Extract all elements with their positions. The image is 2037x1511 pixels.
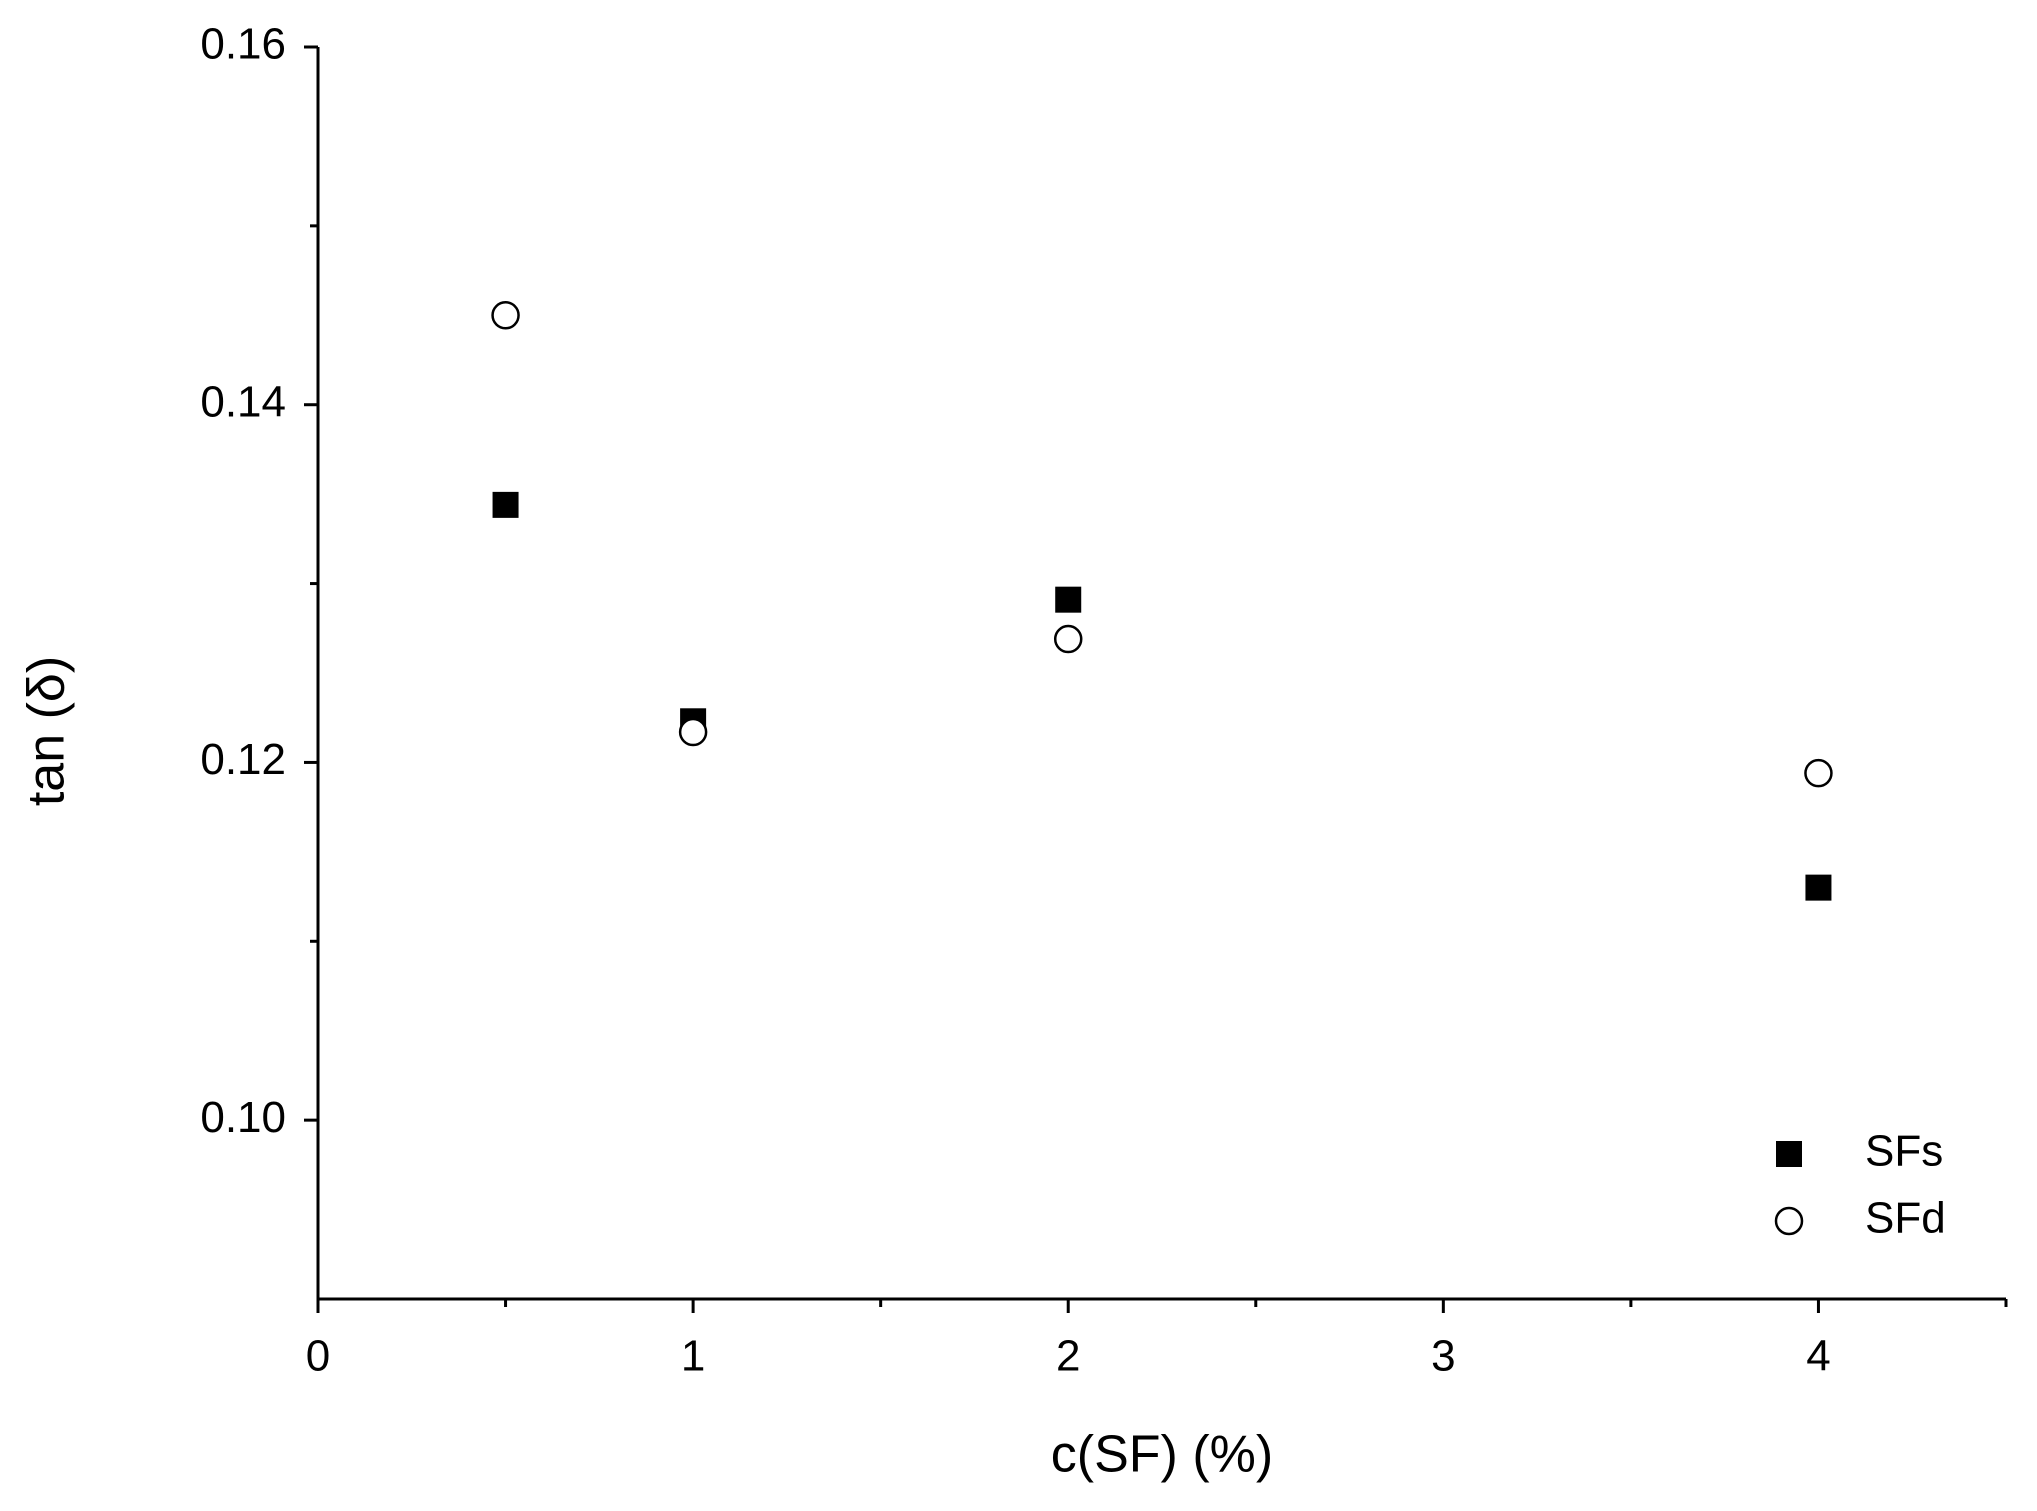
x-tick-label: 2: [1056, 1332, 1080, 1381]
x-tick-label: 1: [681, 1332, 705, 1381]
x-axis-title: c(SF) (%): [1051, 1426, 1273, 1484]
point: [678, 717, 708, 747]
y-tick-label: 0.16: [200, 20, 286, 69]
y-tick-label: 0.12: [200, 735, 286, 784]
x-tick-label: 4: [1806, 1332, 1830, 1381]
legend-label: SFd: [1865, 1194, 1946, 1243]
legend-label: SFs: [1865, 1127, 1943, 1176]
point: [1055, 586, 1082, 613]
point: [1053, 624, 1083, 654]
y-tick-label: 0.14: [200, 377, 286, 426]
point: [491, 301, 520, 330]
legend-marker: [1774, 1206, 1804, 1236]
x-tick-label: 3: [1431, 1332, 1455, 1381]
x-tick-label: 0: [306, 1332, 330, 1381]
y-tick-label: 0.10: [200, 1093, 286, 1142]
point: [1805, 874, 1832, 901]
y-axis-title: tan (δ): [18, 656, 76, 806]
legend-marker: [1776, 1141, 1802, 1167]
point: [492, 491, 519, 518]
point: [1804, 758, 1833, 788]
